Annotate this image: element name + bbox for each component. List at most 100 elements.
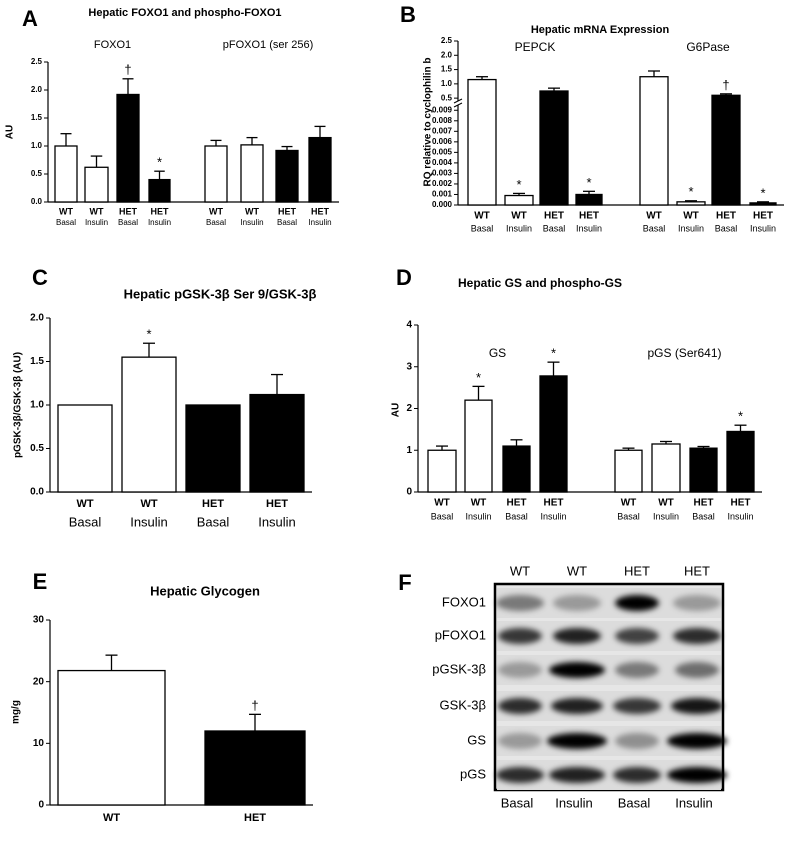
blot-row-label: GSK-3β (440, 697, 487, 712)
panel-letter: C (32, 265, 48, 290)
y-tick-label: 0.000 (432, 200, 453, 209)
group-label: GS (489, 346, 506, 360)
x-tick-label: Basal (69, 514, 102, 529)
blot-band (498, 698, 542, 714)
y-axis-title: AU (5, 125, 16, 139)
error-bar (90, 155, 103, 168)
y-tick-label: 1 (406, 445, 412, 456)
significance-mark: † (251, 698, 258, 713)
x-tick-label: WT (471, 498, 487, 509)
significance-mark: * (157, 155, 162, 170)
x-tick-label: HET (544, 211, 564, 222)
error-bar (314, 125, 326, 138)
bar (121, 356, 177, 493)
blot-band (496, 767, 544, 783)
blot-row-label: FOXO1 (442, 594, 486, 609)
blot-condition-label: Basal (618, 795, 651, 810)
error-bar (122, 78, 134, 95)
blot-band (551, 698, 603, 714)
blot-band (667, 733, 727, 749)
bar (84, 166, 109, 203)
blot-band (615, 662, 659, 678)
y-axis-title: pGSK-3β/GSK-3β (AU) (13, 352, 24, 458)
bar (711, 94, 741, 206)
x-tick-label: HET (507, 498, 527, 509)
y-tick-label: 0.007 (432, 126, 453, 135)
panel-letter: F (398, 570, 411, 595)
x-tick-label: HET (278, 206, 297, 216)
blot-condition-label: Insulin (555, 795, 593, 810)
chart-title: Hepatic pGSK-3β Ser 9/GSK-3β (124, 286, 317, 301)
x-tick-label: Insulin (258, 514, 296, 529)
group-label: G6Pase (686, 40, 730, 54)
x-tick-label: WT (474, 211, 490, 222)
y-tick-label: 1.0 (441, 79, 453, 88)
y-tick-label: 1.0 (31, 141, 43, 150)
x-tick-label: HET (311, 206, 330, 216)
y-tick-label: 0.0 (30, 487, 44, 498)
error-bar (436, 445, 448, 451)
error-bar (143, 342, 155, 358)
chart-title: Hepatic mRNA Expression (531, 24, 670, 36)
blot-band (615, 595, 659, 611)
y-tick-label: 0.004 (432, 158, 453, 167)
x-tick-label: Insulin (85, 218, 108, 227)
error-bar (105, 654, 118, 671)
bar (689, 447, 718, 493)
significance-mark: * (476, 370, 481, 385)
significance-mark: * (586, 175, 591, 190)
x-tick-label: HET (544, 498, 564, 509)
blot-row-label: pFOXO1 (435, 627, 486, 642)
significance-mark: * (516, 177, 521, 192)
y-tick-label: 0.009 (432, 105, 453, 114)
x-tick-label: Insulin (148, 218, 171, 227)
error-bar (472, 385, 485, 401)
y-tick-label: 2.0 (441, 50, 453, 59)
x-tick-label: WT (140, 498, 157, 510)
significance-mark: * (146, 327, 151, 342)
bar (308, 136, 332, 203)
x-tick-label: Basal (206, 218, 226, 227)
panel-letter: E (33, 569, 48, 594)
y-tick-label: 10 (33, 738, 45, 749)
y-tick-label: 0.003 (432, 169, 453, 178)
bar (651, 443, 681, 493)
x-tick-label: Basal (543, 223, 566, 233)
y-tick-label: 0.5 (31, 169, 43, 178)
axis-break (453, 102, 463, 108)
x-tick-label: Basal (197, 514, 230, 529)
x-tick-label: Insulin (750, 223, 776, 233)
bar (749, 202, 777, 206)
blot-row-label: GS (467, 732, 486, 747)
x-tick-label: WT (646, 211, 662, 222)
bar (54, 145, 78, 203)
x-tick-label: Basal (56, 218, 76, 227)
blot-condition-label: Basal (501, 795, 534, 810)
x-tick-label: Insulin (653, 511, 679, 521)
y-tick-label: 0.5 (441, 93, 453, 102)
blot-band (498, 662, 542, 678)
x-tick-label: Basal (617, 511, 640, 521)
y-tick-label: 3 (406, 361, 412, 372)
x-tick-label: Insulin (308, 218, 331, 227)
y-tick-label: 0.5 (30, 443, 44, 454)
x-tick-label: HET (716, 211, 736, 222)
blot-band (498, 733, 542, 749)
x-tick-label: Basal (643, 223, 666, 233)
bar (116, 93, 140, 203)
y-tick-label: 2.0 (30, 313, 44, 324)
panel-e: E Hepatic Glycogen mg/g 0 10 20 30 WT † HET (11, 569, 313, 824)
y-tick-label: 0.005 (432, 147, 453, 156)
y-tick-label: 2 (406, 403, 412, 414)
error-bar (697, 445, 710, 449)
panel-letter: D (396, 265, 412, 290)
x-tick-label: WT (209, 206, 223, 216)
x-tick-label: HET (151, 206, 170, 216)
y-tick-label: 2.0 (31, 85, 43, 94)
significance-mark: † (124, 62, 131, 77)
panel-letter: A (22, 6, 38, 31)
y-tick-label: 20 (33, 676, 45, 687)
y-tick-label: 0.001 (432, 190, 453, 199)
group-label: pGS (Ser641) (647, 346, 721, 360)
blot-band (673, 595, 721, 611)
